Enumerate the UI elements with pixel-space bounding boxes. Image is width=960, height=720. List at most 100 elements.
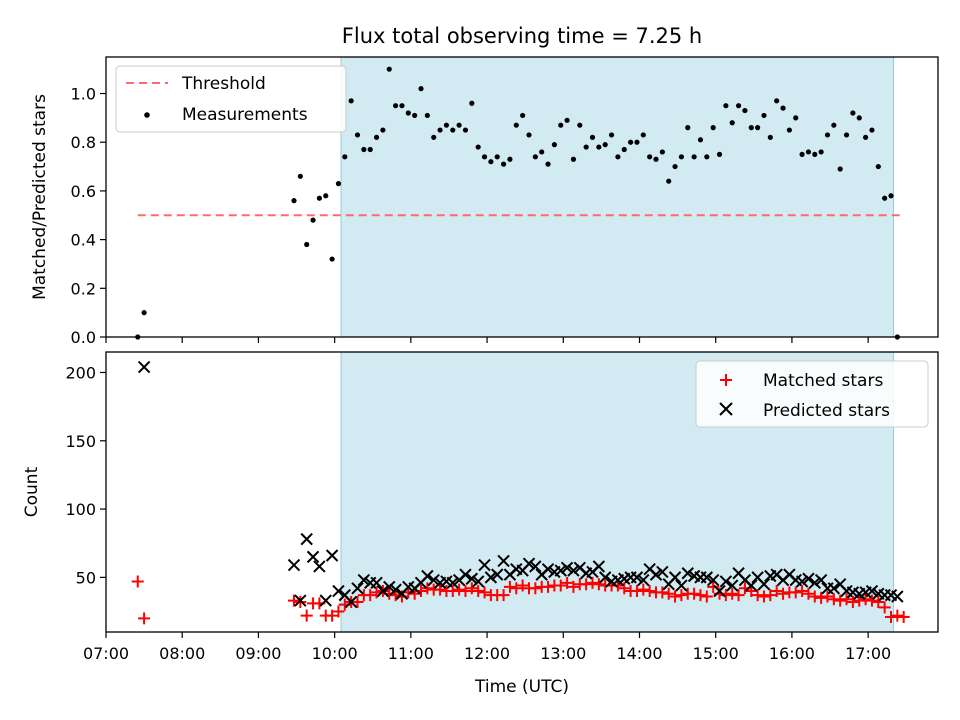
matched-star-point — [878, 601, 891, 614]
measurement-point — [647, 154, 653, 160]
threshold-legend-label: Threshold — [181, 74, 266, 94]
matched-star-point — [637, 583, 650, 596]
predicted-star-point — [802, 572, 815, 585]
matched-star-point — [745, 585, 758, 598]
count-x-tick-label: 09:00 — [235, 644, 281, 663]
predicted-star-point — [668, 571, 682, 584]
matched-star-point — [478, 586, 491, 599]
measurement-point — [685, 125, 691, 131]
measurement-point — [843, 132, 850, 138]
matched-star-point — [300, 609, 313, 622]
measurement-point — [882, 195, 888, 201]
measurement-point — [399, 103, 405, 109]
measurement-point — [570, 156, 577, 162]
measurement-point — [532, 154, 538, 160]
measurement-point — [551, 142, 557, 148]
measurement-point — [488, 159, 494, 165]
count-x-tick-label: 08:00 — [159, 644, 205, 663]
measurement-point — [418, 86, 424, 92]
measurement-point — [786, 127, 792, 133]
matched-star-point — [364, 589, 377, 602]
measurement-point — [837, 166, 843, 172]
matched-star-point — [408, 587, 421, 600]
measurement-point — [723, 103, 729, 109]
count-x-tick-label: 17:00 — [845, 644, 891, 663]
ratio-y-label: Matched/Predicted stars — [30, 94, 50, 300]
predicted-star-point — [446, 576, 459, 590]
measurement-point — [323, 193, 329, 199]
measurement-point — [386, 66, 392, 72]
measurement-point — [596, 144, 602, 150]
matched-star-point — [821, 590, 834, 603]
count-legend-box — [695, 360, 929, 428]
measurement-point — [831, 122, 837, 128]
chart-title: Flux total observing time = 7.25 h — [342, 24, 702, 48]
measurement-point — [710, 125, 716, 131]
predicted-star-point — [795, 575, 809, 588]
measurement-point — [462, 127, 469, 133]
predicted-star-point — [484, 571, 498, 584]
measurement-point — [526, 132, 532, 138]
measurement-legend-label: Measurements — [182, 105, 308, 125]
measurement-point — [634, 139, 640, 145]
count-legend: Matched stars Predicted stars — [695, 360, 929, 428]
matched-star-point — [707, 580, 720, 593]
matched-star-point — [580, 578, 593, 591]
measurement-point — [456, 122, 462, 128]
matched-star-point — [497, 589, 510, 602]
measurement-point — [558, 122, 564, 128]
predicted-star-point — [891, 590, 904, 603]
measurement-point — [412, 112, 418, 119]
measurement-point — [342, 154, 348, 160]
measurement-point — [697, 137, 704, 143]
measurement-point — [640, 132, 646, 138]
matched-star-point — [802, 587, 815, 600]
measurement-point — [304, 241, 310, 248]
matched-star-point — [618, 582, 631, 595]
measurement-point — [450, 127, 456, 133]
count-x-tick-label: 12:00 — [464, 644, 510, 663]
matched-star-point — [326, 609, 339, 622]
matched-star-point — [131, 575, 144, 588]
matched-star-point — [138, 612, 151, 625]
measurement-point — [812, 151, 818, 157]
ratio-x-ticks — [105, 337, 869, 343]
count-y-tick-label: 50 — [76, 568, 96, 587]
matched-star-point — [662, 587, 675, 600]
ratio-y-tick-label: 0.4 — [71, 231, 96, 250]
measurement-point — [780, 105, 786, 111]
matched-star-point — [834, 594, 847, 607]
count-y-tick-label: 200 — [65, 363, 96, 382]
measurement-point — [431, 134, 437, 140]
matched-star-point — [446, 585, 459, 598]
predicted-star-point — [313, 560, 326, 573]
measurement-point — [774, 98, 780, 104]
predicted-star-point — [300, 532, 313, 546]
measurement-point — [367, 146, 373, 153]
measurement-point — [475, 144, 481, 150]
predicted-legend-label: Predicted stars — [763, 401, 890, 421]
matched-star-point — [516, 579, 529, 592]
matched-star-point — [808, 590, 821, 603]
matched-star-point — [846, 595, 859, 608]
measurement-point — [653, 156, 659, 162]
predicted-star-point — [421, 569, 434, 583]
predicted-legend-symbol — [719, 402, 733, 416]
predicted-star-point — [865, 584, 879, 598]
predicted-star-point — [567, 564, 580, 577]
measurement-point — [666, 178, 672, 184]
matched-star-point — [421, 582, 434, 595]
predicted-star-point — [294, 594, 307, 607]
predicted-star-point — [637, 573, 650, 587]
predicted-star-point — [700, 571, 714, 584]
measurement-points — [135, 66, 900, 340]
predicted-star-point — [478, 558, 491, 572]
ratio-panel: 0.0 0.2 0.4 0.6 0.8 1.0 Matched/Predicted sta… — [30, 56, 939, 347]
measurement-point — [564, 117, 570, 123]
measurement-point — [856, 115, 862, 121]
predicted-star-point — [287, 558, 301, 572]
count-x-tick-label: 11:00 — [388, 644, 434, 663]
measurement-point — [329, 256, 335, 262]
matched-star-point — [770, 585, 783, 598]
predicted-star-point — [649, 568, 663, 581]
